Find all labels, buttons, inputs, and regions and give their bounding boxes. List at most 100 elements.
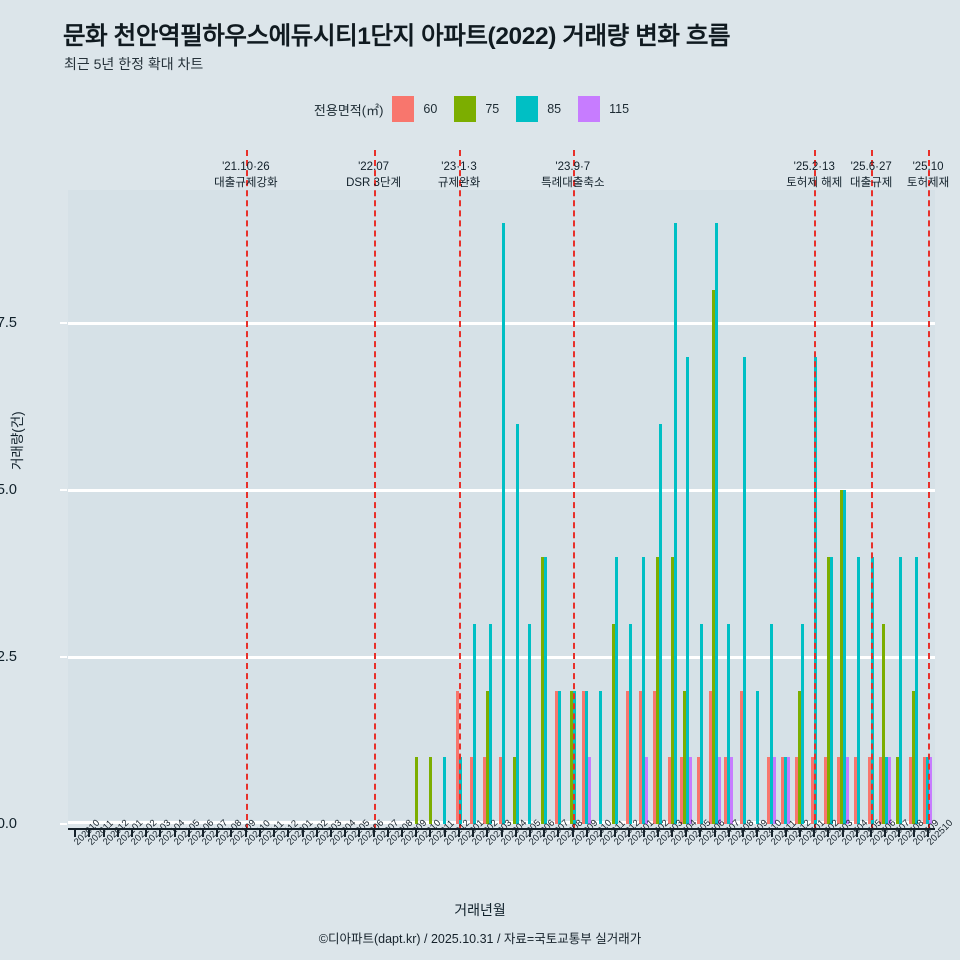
event-date: '25.2·13 <box>793 161 835 173</box>
event-text: 규제완화 <box>437 177 481 189</box>
event-annotation: '22.07 DSR 3단계 <box>346 160 401 191</box>
bar <box>588 757 592 824</box>
bar <box>896 757 900 824</box>
bar <box>555 690 559 824</box>
bar <box>612 623 616 824</box>
x-axis-tick-mark <box>599 828 602 837</box>
event-date: '25.10 <box>912 161 944 173</box>
bar <box>717 757 721 824</box>
event-marker-line <box>572 150 575 830</box>
bar <box>544 557 548 824</box>
y-axis-title: 거래량(건) <box>10 411 25 470</box>
bar <box>882 623 886 824</box>
bar <box>683 690 687 824</box>
bar <box>670 557 674 824</box>
x-axis-tick-mark <box>74 828 77 837</box>
bar <box>836 757 840 824</box>
event-date: '25.6·27 <box>850 161 892 173</box>
event-date: '23.9·7 <box>555 161 591 173</box>
x-axis-tick-mark <box>457 828 460 837</box>
event-marker-line <box>373 150 376 830</box>
x-axis-tick-mark <box>614 828 617 837</box>
x-axis-tick-mark <box>287 828 290 837</box>
bar <box>639 690 643 824</box>
bar <box>428 757 432 824</box>
bar <box>853 757 857 824</box>
bar <box>512 757 516 824</box>
bar <box>773 757 777 824</box>
x-axis-tick-mark <box>372 828 375 837</box>
x-axis-tick-mark <box>230 828 233 837</box>
x-axis-tick-mark <box>130 828 133 837</box>
x-axis-tick-mark <box>912 828 915 837</box>
x-axis-tick-mark <box>870 828 873 837</box>
x-axis-tick-mark <box>88 828 91 837</box>
bar <box>700 623 704 824</box>
x-axis-tick-mark <box>671 828 674 837</box>
bar <box>856 557 860 824</box>
legend-title: 전용면적(㎡) <box>313 102 384 118</box>
x-axis-tick-mark <box>841 828 844 837</box>
event-text: 특례대출축소 <box>541 177 605 189</box>
x-axis-tick-mark <box>202 828 205 837</box>
legend-item-115[interactable]: 115 <box>578 96 646 122</box>
event-marker-line <box>927 150 930 830</box>
bar <box>879 757 883 824</box>
legend-item-85[interactable]: 85 <box>516 96 578 122</box>
bar <box>667 757 671 824</box>
bar <box>826 557 830 824</box>
bar <box>915 557 919 824</box>
bar <box>912 690 916 824</box>
legend-swatch-icon <box>578 96 601 122</box>
event-text: 대출규제강화 <box>214 177 278 189</box>
bar <box>689 757 693 824</box>
x-axis-tick-mark <box>386 828 389 837</box>
x-axis-tick-mark <box>813 828 816 837</box>
x-axis-tick-mark <box>329 828 332 837</box>
event-text: 토허제 해제 <box>786 177 843 189</box>
x-axis-tick-mark <box>315 828 318 837</box>
event-date: '23·1·3 <box>441 161 477 173</box>
x-axis-tick-mark <box>585 828 588 837</box>
bar <box>470 757 474 824</box>
legend-label: 85 <box>547 102 562 116</box>
event-annotation: '25.10 토허제재 <box>907 160 949 191</box>
x-axis-tick-mark <box>784 828 787 837</box>
y-axis-tick-label: 7.5 <box>0 315 17 332</box>
y-axis-tick-label: 2.5 <box>0 649 17 666</box>
legend-swatch-icon <box>454 96 477 122</box>
event-text: 토허제재 <box>906 177 950 189</box>
bar <box>743 356 747 824</box>
bar <box>473 623 477 824</box>
bar <box>626 690 630 824</box>
bar <box>724 757 728 824</box>
y-axis-tick-label: 0.0 <box>0 816 17 832</box>
legend-item-60[interactable]: 60 <box>392 96 454 122</box>
bar <box>795 757 799 824</box>
bar <box>599 690 603 824</box>
y-axis-tick-mark <box>60 322 67 325</box>
x-axis-tick-mark <box>756 828 759 837</box>
y-axis-tick-mark <box>60 656 67 659</box>
x-axis-tick-mark <box>727 828 730 837</box>
x-axis-tick-mark <box>216 828 219 837</box>
bar <box>659 423 663 824</box>
chart-credit: ©디아파트(dapt.kr) / 2025.10.31 / 자료=국토교통부 실… <box>318 932 642 946</box>
legend-item-75[interactable]: 75 <box>454 96 516 122</box>
x-axis-tick-mark <box>713 828 716 837</box>
bar <box>714 223 718 824</box>
x-axis-tick-mark <box>173 828 176 837</box>
bar <box>582 690 586 824</box>
x-axis-tick-mark <box>742 828 745 837</box>
x-axis-tick-mark <box>344 828 347 837</box>
bar <box>569 690 573 824</box>
bar <box>829 557 833 824</box>
x-axis-tick-mark <box>528 828 531 837</box>
x-axis-tick-mark <box>926 828 929 837</box>
bar <box>929 757 933 824</box>
x-axis-tick-mark <box>401 828 403 837</box>
x-axis-tick-mark <box>898 828 901 837</box>
y-axis-tick-mark <box>60 489 67 492</box>
event-date: '21.10·26 <box>222 161 270 173</box>
x-axis-tick-mark <box>486 828 489 837</box>
